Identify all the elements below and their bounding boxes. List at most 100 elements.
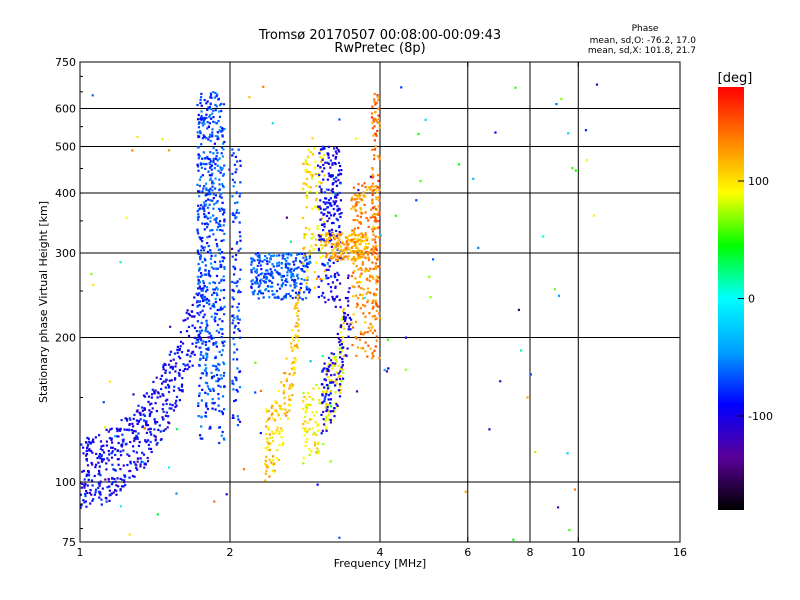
data-point xyxy=(306,191,309,194)
data-point xyxy=(296,274,299,278)
data-point xyxy=(282,275,286,278)
data-point xyxy=(221,127,224,130)
data-point xyxy=(261,260,264,263)
data-point xyxy=(215,105,218,108)
data-point xyxy=(336,247,340,250)
data-point xyxy=(216,151,219,155)
data-point xyxy=(349,323,352,326)
data-point xyxy=(350,238,353,242)
data-point xyxy=(267,442,270,445)
stats-line-o: mean, sd,O: -76.2, 17.0 xyxy=(590,36,697,46)
data-point xyxy=(375,335,378,338)
data-point xyxy=(377,205,380,208)
data-point xyxy=(376,265,380,268)
data-point xyxy=(100,458,104,461)
data-point xyxy=(101,487,104,490)
data-point xyxy=(233,266,236,269)
data-point xyxy=(209,114,212,117)
data-point xyxy=(273,462,276,465)
data-point xyxy=(90,479,94,482)
data-point xyxy=(394,214,397,217)
data-point xyxy=(285,266,288,269)
y-tick-label: 500 xyxy=(55,141,76,154)
data-point xyxy=(201,372,205,375)
data-point xyxy=(366,331,369,334)
data-point xyxy=(357,249,361,253)
data-point xyxy=(264,254,267,258)
data-point xyxy=(292,279,296,282)
data-point xyxy=(110,437,113,440)
data-point xyxy=(327,414,330,417)
data-point xyxy=(219,209,222,212)
data-point xyxy=(201,236,204,240)
data-point xyxy=(286,280,289,283)
data-point xyxy=(161,138,164,141)
data-point xyxy=(350,251,353,254)
data-point xyxy=(354,277,357,280)
data-point xyxy=(361,255,364,259)
data-point xyxy=(327,201,330,205)
data-point xyxy=(158,424,161,427)
data-point xyxy=(203,122,206,126)
data-point xyxy=(208,162,212,165)
data-point xyxy=(334,285,337,288)
data-point xyxy=(374,257,377,260)
data-point xyxy=(254,253,257,256)
data-point xyxy=(321,429,324,432)
data-point xyxy=(325,427,328,430)
data-point xyxy=(335,200,338,203)
data-point xyxy=(374,133,377,136)
data-point xyxy=(198,155,201,158)
data-point xyxy=(320,223,324,227)
data-point xyxy=(205,301,209,305)
data-point xyxy=(218,350,221,353)
data-point xyxy=(171,367,174,371)
data-point xyxy=(306,269,309,272)
data-point xyxy=(110,492,113,495)
data-point xyxy=(374,301,377,304)
data-point xyxy=(297,323,300,326)
data-point xyxy=(238,336,242,339)
data-point xyxy=(112,491,115,494)
data-point xyxy=(93,474,96,478)
data-point xyxy=(305,206,308,209)
data-point xyxy=(200,329,204,332)
data-point xyxy=(355,197,358,200)
data-point xyxy=(97,469,101,473)
data-point xyxy=(329,214,333,217)
data-point xyxy=(222,224,225,227)
data-point xyxy=(265,464,268,467)
data-point xyxy=(317,295,320,299)
colorbar-tick-label: 100 xyxy=(748,175,769,188)
data-point xyxy=(88,448,91,451)
data-point xyxy=(208,189,211,192)
data-point xyxy=(118,428,121,431)
data-point xyxy=(274,400,277,403)
data-point xyxy=(267,426,270,429)
data-point xyxy=(324,404,327,407)
data-point xyxy=(231,305,234,308)
data-point xyxy=(303,427,307,430)
data-point xyxy=(371,168,374,171)
data-point xyxy=(150,410,153,414)
data-point xyxy=(315,184,318,188)
data-point xyxy=(358,275,362,278)
data-point xyxy=(362,304,365,307)
data-point xyxy=(209,251,212,255)
data-point xyxy=(196,146,200,149)
data-point xyxy=(375,196,378,199)
data-point xyxy=(212,281,215,284)
data-point xyxy=(97,455,101,458)
data-point xyxy=(255,279,258,283)
data-point xyxy=(143,407,146,410)
data-point xyxy=(313,441,317,444)
data-point xyxy=(318,185,321,188)
data-point xyxy=(221,155,224,158)
data-point xyxy=(332,207,335,211)
data-point xyxy=(366,299,370,302)
data-point xyxy=(338,377,342,381)
data-point xyxy=(81,470,84,473)
data-point xyxy=(209,94,213,97)
data-point xyxy=(235,168,238,171)
data-point xyxy=(266,269,269,272)
